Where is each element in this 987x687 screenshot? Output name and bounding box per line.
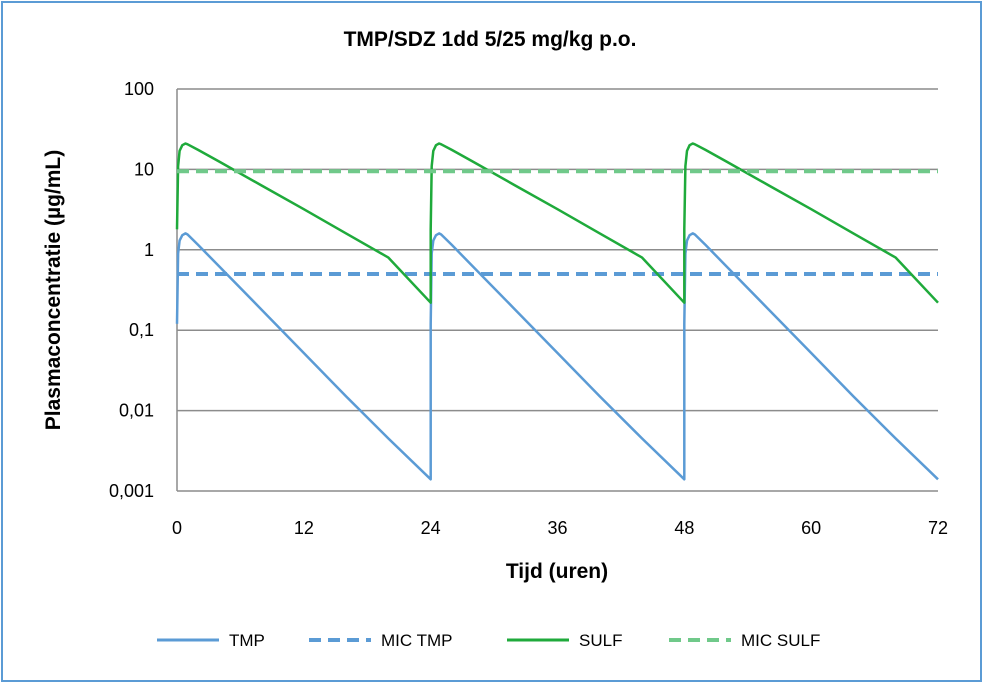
legend-label: TMP <box>229 631 265 650</box>
x-tick-label: 36 <box>547 518 567 538</box>
y-tick-label: 0,01 <box>119 401 154 421</box>
series-lines <box>175 142 939 481</box>
y-axis-title: Plasmaconcentratie (µg/mL) <box>42 150 65 431</box>
y-tick-labels: 0,001 0,01 0,1 1 10 100 <box>109 79 154 501</box>
legend-label: MIC SULF <box>741 631 820 650</box>
x-tick-label: 60 <box>801 518 821 538</box>
y-tick-label: 1 <box>144 240 154 260</box>
x-tick-label: 48 <box>674 518 694 538</box>
y-tick-label: 0,001 <box>109 481 154 501</box>
x-tick-labels: 0 12 24 36 48 60 72 <box>172 518 948 538</box>
x-axis-title: Tijd (uren) <box>506 560 608 583</box>
series-line-tmp <box>175 232 939 481</box>
x-tick-label: 24 <box>421 518 441 538</box>
chart-title: TMP/SDZ 1dd 5/25 mg/kg p.o. <box>344 28 637 51</box>
legend-label: MIC TMP <box>381 631 452 650</box>
x-tick-label: 0 <box>172 518 182 538</box>
y-tick-label: 10 <box>134 159 154 179</box>
legend: TMP MIC TMP SULF MIC SULF <box>157 631 820 650</box>
series-line-sulf <box>175 142 939 304</box>
grid <box>176 88 938 492</box>
legend-label: SULF <box>579 631 622 650</box>
y-tick-label: 0,1 <box>129 320 154 340</box>
y-tick-label: 100 <box>124 79 154 99</box>
x-tick-label: 12 <box>294 518 314 538</box>
x-tick-label: 72 <box>928 518 948 538</box>
